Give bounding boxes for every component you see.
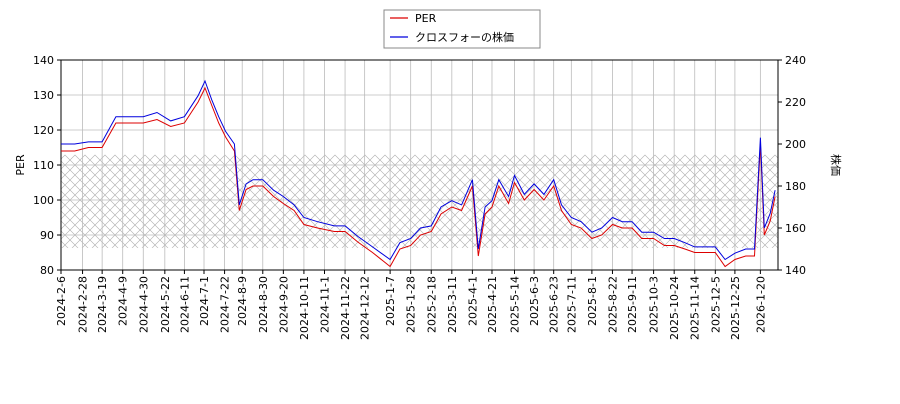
x-tick-label: 2025-7-11 [565, 276, 578, 333]
y2-tick-label: 220 [785, 96, 806, 109]
x-tick-label: 2024-7-1 [198, 276, 211, 326]
x-tick-label: 2024-2-6 [55, 276, 68, 326]
x-tick-label: 2024-11-22 [339, 276, 352, 340]
x-tick-label: 2025-9-11 [626, 276, 639, 333]
x-tick-label: 2025-1-7 [384, 276, 397, 326]
x-tick-label: 2025-2-18 [425, 276, 438, 333]
x-tick-label: 2024-4-30 [137, 276, 150, 333]
x-tick-label: 2024-7-22 [219, 276, 232, 333]
y-tick-label: 140 [33, 54, 54, 67]
shaded-range [61, 154, 778, 248]
x-tick-label: 2025-8-1 [586, 276, 599, 326]
x-tick-label: 2024-5-22 [159, 276, 172, 333]
x-tick-label: 2025-1-28 [405, 276, 418, 333]
y-tick-label: 110 [33, 159, 54, 172]
legend-label: クロスフォーの株価 [415, 30, 514, 44]
y-axis-label: PER [14, 154, 27, 176]
x-tick-label: 2025-8-22 [606, 276, 619, 333]
x-tick-label: 2025-4-1 [466, 276, 479, 326]
x-tick-label: 2024-12-12 [359, 276, 372, 340]
x-tick-label: 2025-12-5 [709, 276, 722, 333]
y-tick-label: 80 [40, 264, 54, 277]
x-tick-label: 2025-6-3 [528, 276, 541, 326]
y-tick-label: 90 [40, 229, 54, 242]
y-tick-label: 120 [33, 124, 54, 137]
y2-tick-label: 240 [785, 54, 806, 67]
x-tick-label: 2025-3-11 [446, 276, 459, 333]
legend: PER クロスフォーの株価 [383, 9, 541, 49]
x-tick-label: 2024-11-1 [318, 276, 331, 333]
y2-tick-label: 180 [785, 180, 806, 193]
y-tick-label: 130 [33, 89, 54, 102]
series-line [61, 86, 776, 268]
y2-tick-label: 160 [785, 222, 806, 235]
x-tick-label: 2025-5-14 [509, 276, 522, 333]
x-tick-label: 2024-8-9 [236, 276, 249, 326]
x-tick-label: 2025-6-23 [548, 276, 561, 333]
plot-frame [60, 59, 779, 271]
x-tick-label: 2025-10-3 [648, 276, 661, 333]
x-tick-label: 2025-12-25 [729, 276, 742, 340]
series-line [61, 79, 776, 261]
legend-label: PER [415, 12, 437, 25]
y2-tick-label: 140 [785, 264, 806, 277]
y2-axis-label: 株価 [829, 154, 843, 176]
y-tick-label: 100 [33, 194, 54, 207]
x-tick-label: 2024-6-11 [178, 276, 191, 333]
x-tick-label: 2024-3-19 [96, 276, 109, 333]
x-tick-label: 2024-9-20 [277, 276, 290, 333]
x-tick-label: 2025-11-14 [689, 276, 702, 340]
x-tick-label: 2024-10-11 [298, 276, 311, 340]
x-tick-label: 2024-4-9 [117, 276, 130, 326]
legend-box [383, 9, 541, 49]
x-tick-label: 2025-10-24 [668, 276, 681, 340]
x-tick-label: 2024-2-28 [77, 276, 90, 333]
x-tick-label: 2024-8-30 [257, 276, 270, 333]
x-tick-label: 2026-1-20 [754, 276, 767, 333]
y2-tick-label: 200 [785, 138, 806, 151]
x-tick-label: 2025-4-21 [486, 276, 499, 333]
